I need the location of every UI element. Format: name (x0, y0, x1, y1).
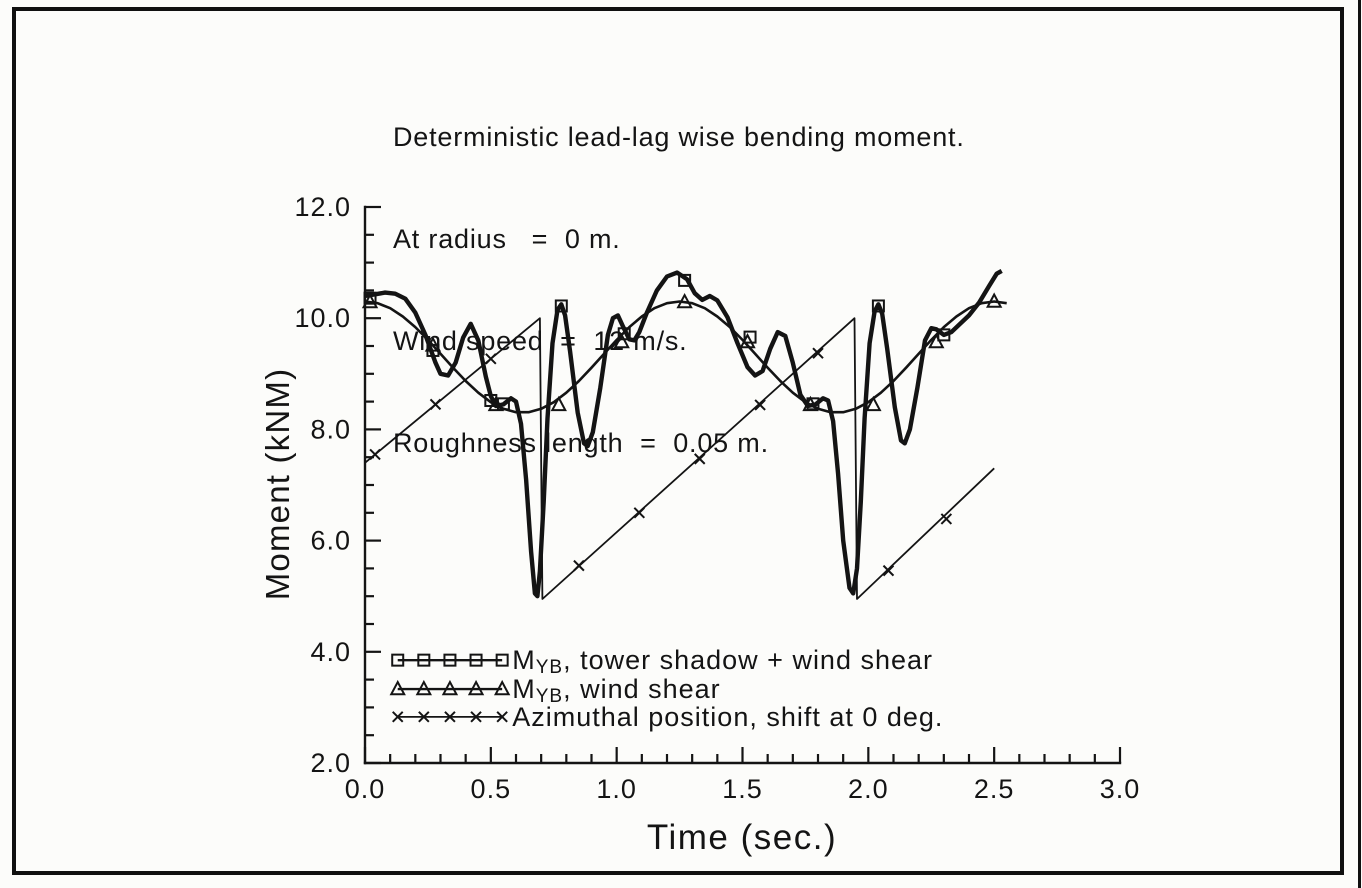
axis-ticks (363, 205, 1122, 765)
x-tick-label: 2.5 (974, 774, 1015, 804)
x-marker (485, 353, 497, 365)
triangle-marker (928, 332, 945, 349)
legend-label-wind-shear: MYB, wind shear (512, 674, 720, 707)
x-marker (940, 513, 953, 525)
triangle-marker (467, 679, 485, 696)
legend-markers-azimuthal (392, 711, 508, 723)
x-tick-label: 1.5 (722, 774, 763, 804)
triangle-marker (865, 395, 882, 412)
square-marker (743, 330, 757, 344)
markers-azimuthal-position (369, 347, 953, 577)
square-marker (391, 653, 405, 667)
triangle-marker (415, 679, 432, 696)
triangle-marker (739, 332, 756, 349)
triangle-marker (550, 395, 567, 412)
x-marker (429, 398, 442, 411)
y-tick-label: 2.0 (310, 748, 351, 778)
x-marker (369, 448, 381, 461)
square-marker (937, 328, 951, 342)
x-tick-label: 0.5 (471, 774, 512, 804)
triangle-marker (441, 679, 459, 696)
series-myb-tower-shadow-wind-shear (364, 268, 1003, 599)
legend-row-azimuthal: Azimuthal position, shift at 0 deg. (392, 702, 943, 732)
legend-row-wind-shear: MYB, wind shear (389, 674, 720, 707)
y-tick-label: 4.0 (310, 637, 351, 667)
x-marker (573, 559, 585, 572)
triangle-marker (676, 292, 693, 309)
triangle-marker (487, 395, 505, 412)
x-tick-label: 1.0 (596, 774, 637, 804)
x-marker (470, 711, 482, 723)
triangle-marker (493, 679, 511, 696)
legend-label-tower-shadow: MYB, tower shadow + wind shear (512, 645, 933, 678)
square-marker (443, 653, 457, 667)
x-marker (392, 711, 404, 723)
triangle-marker (389, 679, 406, 696)
series-azimuthal-position (364, 317, 995, 600)
x-marker (812, 347, 824, 359)
square-marker (678, 273, 692, 287)
y-tick-label: 6.0 (310, 526, 351, 556)
square-marker (871, 299, 885, 313)
series-line-myb-tower-shadow-wind-shear (364, 268, 1003, 599)
x-marker (496, 711, 508, 723)
y-tick-label: 8.0 (310, 414, 351, 444)
square-marker (417, 653, 431, 667)
x-tick-label: 0.0 (345, 774, 386, 804)
x-marker (882, 564, 895, 577)
x-marker (444, 711, 456, 723)
square-marker (363, 291, 377, 305)
square-marker (495, 653, 509, 667)
x-tick-label: 2.0 (848, 774, 889, 804)
triangle-marker (424, 336, 442, 352)
y-tick-label: 10.0 (294, 303, 351, 333)
legend-markers-wind-shear (389, 679, 511, 696)
axes (363, 205, 1122, 765)
tick-labels: 0.0 0.5 1.0 1.5 2.0 2.5 3.0 2.0 4.0 6.0 8.0 10.0 12.… (294, 192, 1141, 804)
x-marker (418, 711, 430, 723)
legend-label-azimuthal: Azimuthal position, shift at 0 deg. (512, 702, 943, 732)
x-marker (633, 507, 646, 519)
x-marker (754, 399, 766, 411)
chart-title-line-1: Deterministic lead-lag wise bending mome… (393, 122, 965, 152)
x-marker (694, 453, 706, 465)
triangle-marker (361, 292, 379, 309)
chart-title-line-2: At radius = 0 m. (393, 224, 621, 254)
markers-myb-wind-shear (361, 292, 1003, 412)
x-tick-label: 3.0 (1100, 774, 1141, 804)
series-line-azimuthal-position (364, 317, 995, 600)
x-axis-label: Time (sec.) (646, 818, 838, 857)
legend-row-tower-shadow: MYB, tower shadow + wind shear (391, 645, 933, 678)
series-line-myb-wind-shear (364, 300, 1007, 414)
square-marker (554, 299, 568, 313)
scan-right-edge (1358, 0, 1361, 888)
triangle-marker (986, 292, 1003, 308)
legend-markers-tower-shadow (391, 653, 509, 667)
scan-border-frame (12, 7, 1344, 875)
triangle-marker (613, 332, 630, 349)
triangle-marker (802, 395, 819, 412)
series-myb-wind-shear (364, 300, 1007, 414)
y-tick-label: 12.0 (294, 192, 351, 222)
square-marker (469, 653, 483, 667)
